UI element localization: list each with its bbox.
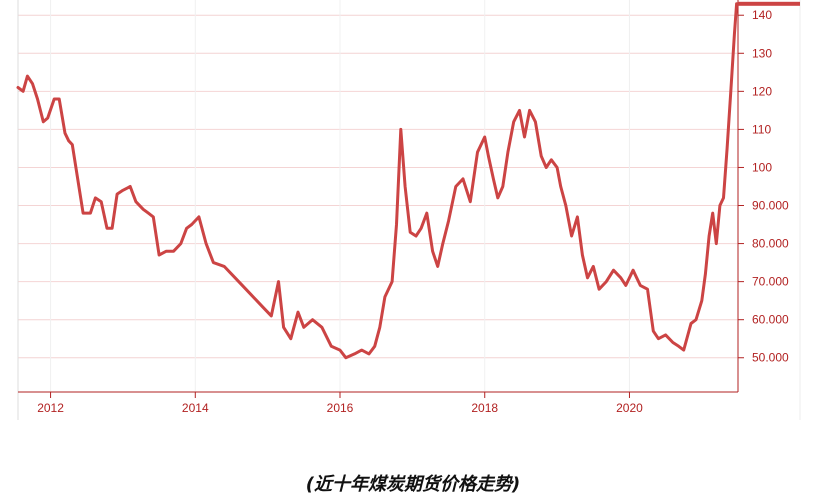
- y-tick-label: 90.000: [752, 199, 789, 213]
- y-tick-label: 130: [752, 46, 772, 60]
- axes: [17, 0, 801, 420]
- chart-background: [0, 0, 826, 430]
- y-tick-label: 80.000: [752, 237, 789, 251]
- x-tick-label: 2016: [327, 401, 354, 415]
- grid-lines: [18, 0, 738, 392]
- x-tick-label: 2020: [616, 401, 643, 415]
- chart-caption: (近十年煤炭期货价格走势): [305, 474, 521, 495]
- series-layer: [16, 1, 800, 360]
- y-tick-label: 100: [752, 160, 772, 174]
- y-tick-label: 110: [752, 122, 771, 136]
- x-tick-label: 2014: [182, 401, 209, 415]
- y-tick-label: 120: [752, 84, 772, 98]
- y-tick-label: 50.000: [752, 351, 789, 365]
- tick-labels: 50.000 60.000 70.000 80.000 90.000 100 110 120 1…: [37, 8, 789, 415]
- chart-svg: 50.000 60.000 70.000 80.000 90.000 100 110 120 1…: [0, 0, 826, 430]
- x-tick-label: 2012: [37, 401, 64, 415]
- y-tick-label: 60.000: [752, 313, 789, 327]
- x-tick-label: 2018: [471, 401, 498, 415]
- current-value-marker: [738, 1, 800, 6]
- coal-price-chart: 50.000 60.000 70.000 80.000 90.000 100 110 120 1…: [0, 0, 826, 430]
- y-tick-label: 140: [752, 8, 772, 22]
- series-line: [16, 2, 739, 360]
- y-tick-label: 70.000: [752, 275, 789, 289]
